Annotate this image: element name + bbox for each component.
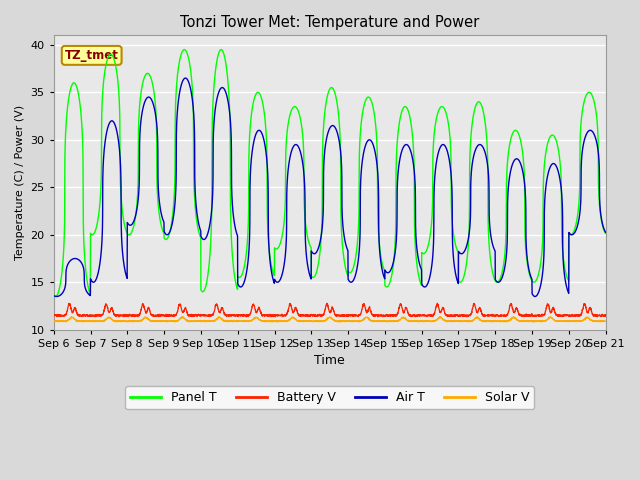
Title: Tonzi Tower Met: Temperature and Power: Tonzi Tower Met: Temperature and Power bbox=[180, 15, 479, 30]
Legend: Panel T, Battery V, Air T, Solar V: Panel T, Battery V, Air T, Solar V bbox=[125, 386, 534, 409]
Text: TZ_tmet: TZ_tmet bbox=[65, 49, 118, 62]
X-axis label: Time: Time bbox=[314, 354, 345, 367]
Y-axis label: Temperature (C) / Power (V): Temperature (C) / Power (V) bbox=[15, 105, 25, 260]
